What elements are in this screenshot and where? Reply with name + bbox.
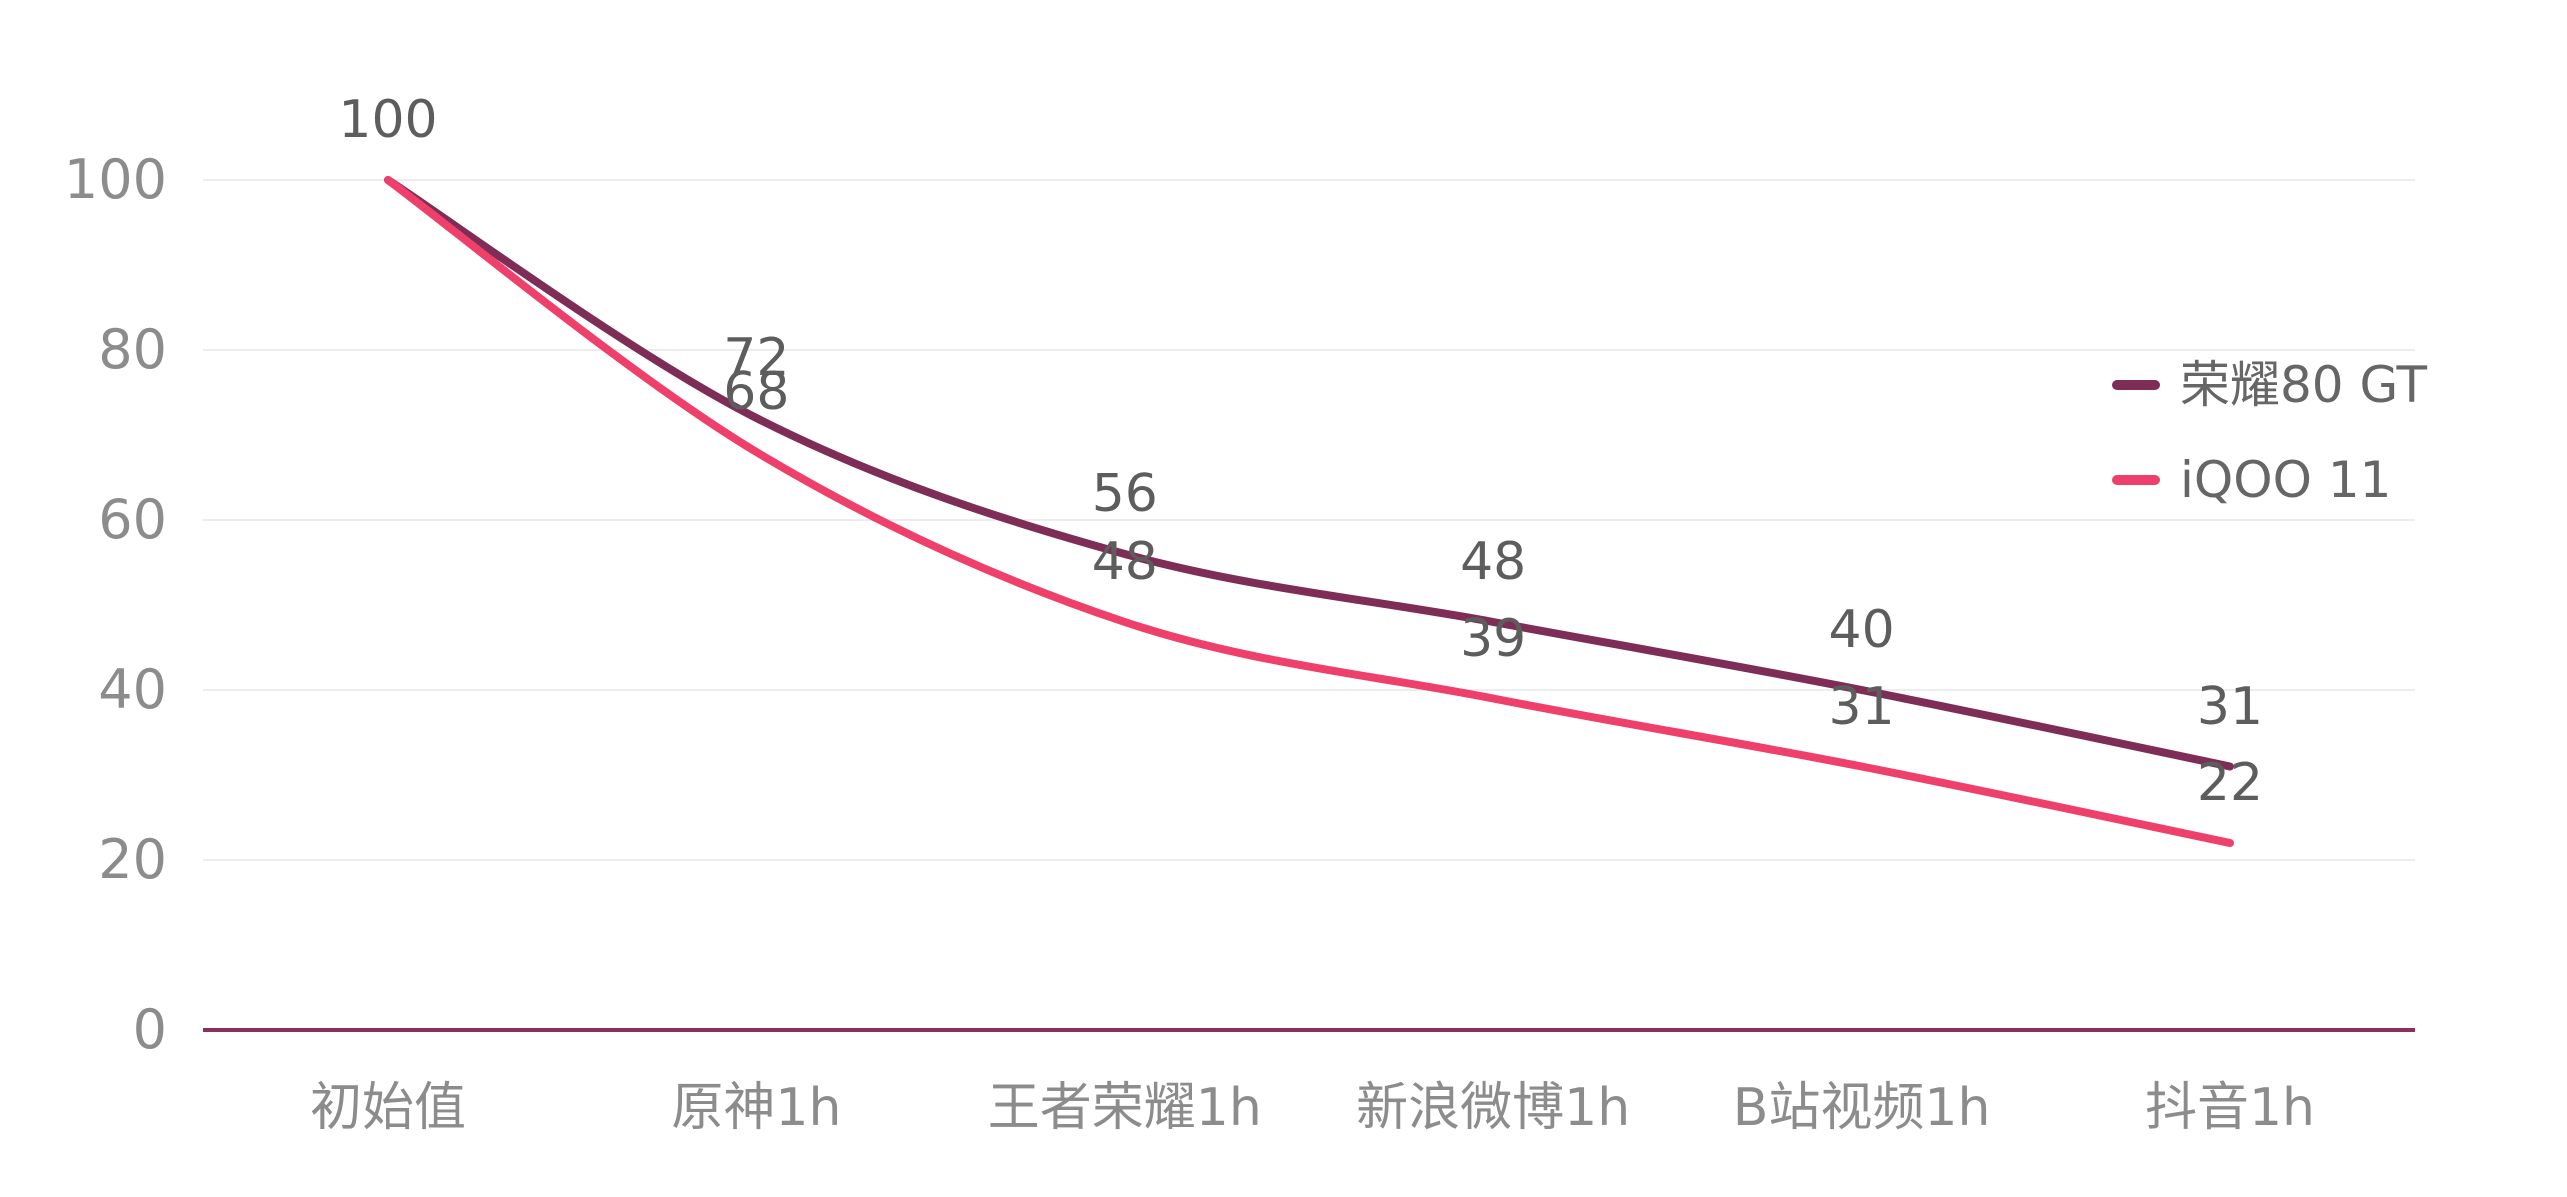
series-line-0: [384, 176, 2234, 771]
x-tick-label: B站视频1h: [1732, 1078, 1991, 1138]
legend-label: iQOO 11: [2180, 451, 2392, 509]
y-tick-label: 20: [98, 828, 167, 891]
data-label: 48: [1091, 532, 1158, 592]
x-tick-label: 原神1h: [671, 1078, 842, 1138]
legend-label: 荣耀80 GT: [2180, 356, 2428, 414]
x-tick-label: 新浪微博1h: [1356, 1078, 1631, 1138]
legend-item-0[interactable]: 荣耀80 GT: [2112, 355, 2427, 415]
data-label: 22: [2196, 753, 2264, 813]
data-label: 72: [723, 328, 790, 388]
legend-line-swatch: [2112, 475, 2160, 485]
data-label: 31: [2196, 676, 2264, 737]
legend-item-1[interactable]: iQOO 11: [2112, 450, 2427, 510]
legend: 荣耀80 GT iQOO 11: [2112, 355, 2427, 510]
series-line-1: [384, 176, 2234, 847]
y-tick-label: 80: [98, 318, 167, 381]
x-tick-label: 抖音1h: [2144, 1078, 2316, 1138]
y-tick-label: 0: [132, 998, 167, 1061]
x-tick-label: 初始值: [309, 1078, 467, 1138]
data-label: 56: [1091, 464, 1158, 524]
y-tick-label: 100: [63, 148, 167, 211]
data-label: 100: [338, 90, 438, 150]
data-label: 48: [1460, 532, 1527, 592]
data-label: 40: [1828, 600, 1895, 660]
legend-line-swatch: [2112, 380, 2160, 390]
y-tick-label: 60: [98, 488, 167, 551]
data-label: 68: [723, 362, 790, 422]
y-tick-label: 40: [98, 658, 167, 721]
data-label: 31: [1828, 676, 1895, 737]
x-tick-label: 王者荣耀1h: [987, 1078, 1262, 1138]
data-label: 39: [1460, 608, 1527, 669]
